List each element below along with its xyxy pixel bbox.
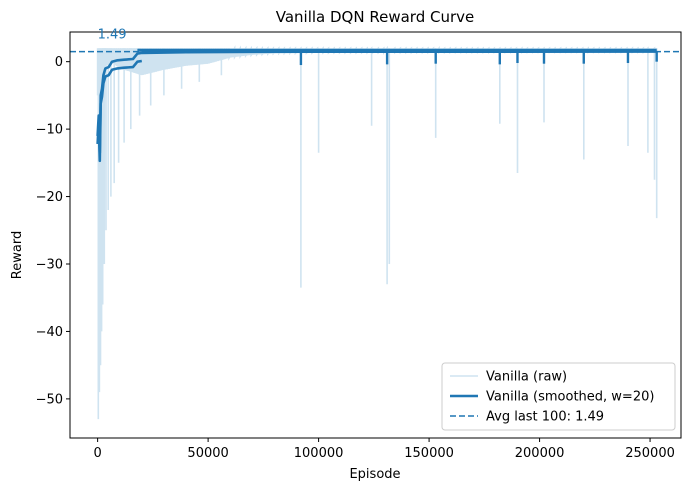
y-axis-title: Reward bbox=[10, 231, 25, 279]
y-tick-label: 0 bbox=[55, 55, 63, 70]
y-tick-label: −20 bbox=[36, 190, 63, 205]
y-tick-label: −30 bbox=[36, 258, 63, 273]
y-tick-label: −50 bbox=[36, 392, 63, 407]
legend: Vanilla (raw) Vanilla (smoothed, w=20) Avg… bbox=[441, 362, 676, 431]
y-axis: 0 −10 −20 −30 −40 −50 bbox=[36, 55, 70, 407]
x-tick-label: 150000 bbox=[404, 446, 454, 461]
legend-label: Vanilla (raw) bbox=[486, 370, 567, 385]
x-axis: 0 50000 100000 150000 200000 250000 bbox=[93, 438, 675, 461]
x-tick-label: 250000 bbox=[625, 446, 675, 461]
y-tick-label: −40 bbox=[36, 325, 63, 340]
x-tick-label: 50000 bbox=[187, 446, 228, 461]
x-tick-label: 0 bbox=[93, 446, 101, 461]
plot-area bbox=[70, 45, 681, 420]
x-axis-title: Episode bbox=[349, 467, 400, 482]
x-tick-label: 100000 bbox=[294, 446, 344, 461]
y-tick-label: −10 bbox=[36, 123, 63, 138]
legend-box bbox=[441, 362, 676, 431]
x-tick-label: 200000 bbox=[515, 446, 565, 461]
legend-label: Avg last 100: 1.49 bbox=[486, 410, 604, 425]
legend-label: Vanilla (smoothed, w=20) bbox=[486, 390, 654, 405]
avg-annotation: 1.49 bbox=[98, 28, 127, 43]
chart-title: Vanilla DQN Reward Curve bbox=[276, 8, 475, 26]
smoothed-series-spread bbox=[96, 59, 143, 163]
axes-frame bbox=[69, 31, 682, 439]
